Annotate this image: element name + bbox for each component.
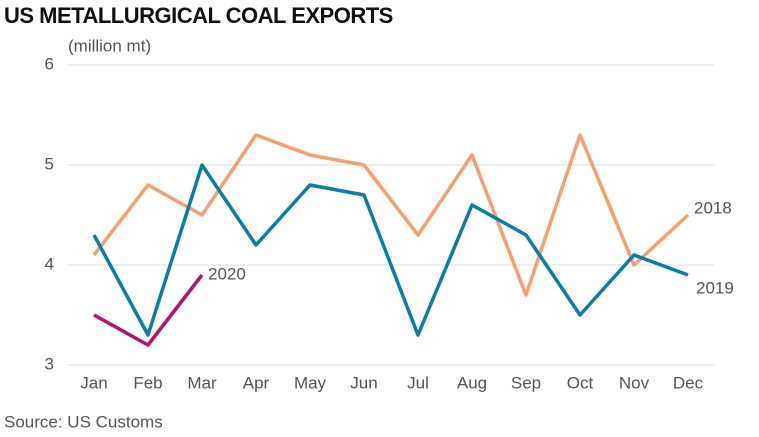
x-tick-label: Oct [567, 373, 594, 392]
x-tick-label: Feb [133, 373, 162, 392]
source: Source: US Customs [4, 412, 163, 431]
series-label: 2020 [208, 264, 246, 283]
chart-title: US METALLURGICAL COAL EXPORTS [4, 3, 393, 28]
x-tick-label: Jun [350, 373, 377, 392]
x-tick-label: Jul [407, 373, 429, 392]
x-tick-label: Jan [80, 373, 107, 392]
subtitle: (million mt) [68, 36, 151, 55]
y-tick-label: 3 [45, 354, 54, 373]
x-tick-label: May [294, 373, 327, 392]
y-tick-label: 4 [45, 254, 54, 273]
series-line [92, 133, 690, 297]
y-tick-label: 5 [45, 154, 54, 173]
series-label: 2019 [696, 278, 734, 297]
x-tick-label: Nov [619, 373, 650, 392]
y-tick-label: 6 [45, 54, 54, 73]
x-tick-label: Apr [243, 373, 270, 392]
series-line [93, 273, 204, 347]
x-tick-label: Sep [511, 373, 541, 392]
series-label: 2018 [694, 198, 732, 217]
x-tick-label: Mar [187, 373, 217, 392]
x-tick-label: Aug [457, 373, 487, 392]
x-tick-label: Dec [673, 373, 704, 392]
series-line [92, 163, 689, 337]
